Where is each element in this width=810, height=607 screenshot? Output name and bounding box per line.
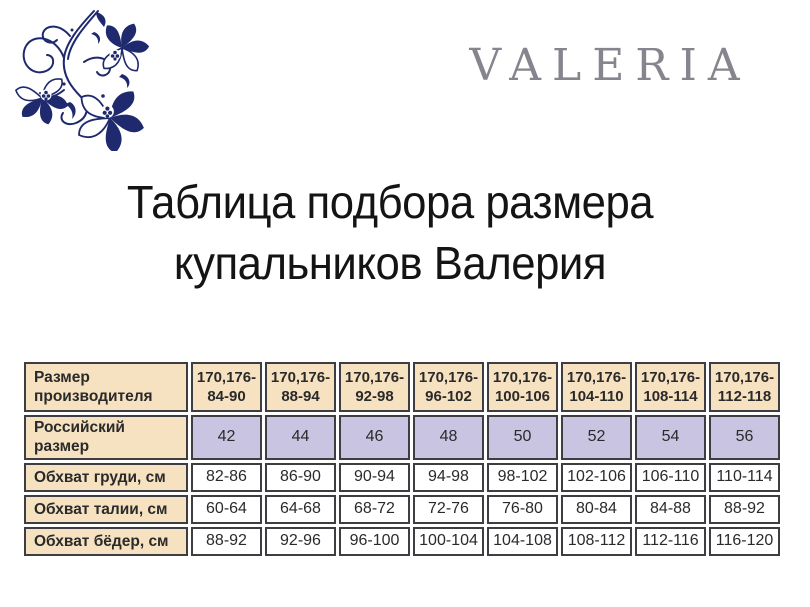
size-cell: 88-92 (709, 494, 780, 524)
size-cell: 110-114 (709, 462, 780, 492)
row-label: Российский размер (24, 415, 188, 460)
size-cell: 42 (191, 415, 262, 460)
size-cell: 104-108 (487, 526, 558, 556)
size-cell: 90-94 (339, 462, 410, 492)
size-cell: 60-64 (191, 494, 262, 524)
size-cell: 88-92 (191, 526, 262, 556)
size-cell: 82-86 (191, 462, 262, 492)
size-cell: 64-68 (265, 494, 336, 524)
row-label: Обхват груди, см (24, 462, 188, 492)
size-cell: 102-106 (561, 462, 632, 492)
table-row-hips: Обхват бёдер, см 88-92 92-96 96-100 100-… (24, 526, 780, 556)
size-cell: 96-100 (339, 526, 410, 556)
page-title: Таблица подбора размера купальников Вале… (0, 172, 780, 294)
size-cell: 72-76 (413, 494, 484, 524)
floral-ornament-icon (13, 10, 150, 155)
size-cell: 108-112 (561, 526, 632, 556)
size-cell: 106-110 (635, 462, 706, 492)
size-table-container: Размер производителя 170,176- 84-90 170,… (21, 359, 783, 559)
size-cell: 100-104 (413, 526, 484, 556)
table-row-chest: Обхват груди, см 82-86 86-90 90-94 94-98… (24, 462, 780, 492)
table-row-manufacturer-size: Размер производителя 170,176- 84-90 170,… (24, 362, 780, 412)
size-cell: 76-80 (487, 494, 558, 524)
size-cell: 112-116 (635, 526, 706, 556)
size-cell: 54 (635, 415, 706, 460)
size-cell: 170,176- 104-110 (561, 362, 632, 412)
size-cell: 170,176- 84-90 (191, 362, 262, 412)
size-cell: 98-102 (487, 462, 558, 492)
size-cell: 80-84 (561, 494, 632, 524)
size-cell: 56 (709, 415, 780, 460)
size-cell: 84-88 (635, 494, 706, 524)
size-cell: 44 (265, 415, 336, 460)
row-label: Обхват талии, см (24, 494, 188, 524)
size-cell: 86-90 (265, 462, 336, 492)
page-title-line2: купальников Валерия (173, 237, 607, 289)
brand-logo-valeria: VALERIA (469, 40, 751, 91)
size-cell: 170,176- 96-102 (413, 362, 484, 412)
size-table: Размер производителя 170,176- 84-90 170,… (21, 359, 783, 559)
size-cell: 170,176- 92-98 (339, 362, 410, 412)
size-cell: 48 (413, 415, 484, 460)
size-cell: 170,176- 100-106 (487, 362, 558, 412)
row-label: Размер производителя (24, 362, 188, 412)
size-cell: 170,176- 108-114 (635, 362, 706, 412)
size-cell: 46 (339, 415, 410, 460)
size-cell: 94-98 (413, 462, 484, 492)
floral-ornament-logo (6, 6, 154, 155)
row-label: Обхват бёдер, см (24, 526, 188, 556)
size-cell: 170,176- 88-94 (265, 362, 336, 412)
page-title-line1: Таблица подбора размера (126, 176, 654, 228)
size-cell: 52 (561, 415, 632, 460)
table-row-waist: Обхват талии, см 60-64 64-68 68-72 72-76… (24, 494, 780, 524)
size-cell: 68-72 (339, 494, 410, 524)
size-cell: 92-96 (265, 526, 336, 556)
size-cell: 50 (487, 415, 558, 460)
table-row-russian-size: Российский размер 42 44 46 48 50 52 54 5… (24, 415, 780, 460)
size-cell: 116-120 (709, 526, 780, 556)
size-cell: 170,176- 112-118 (709, 362, 780, 412)
